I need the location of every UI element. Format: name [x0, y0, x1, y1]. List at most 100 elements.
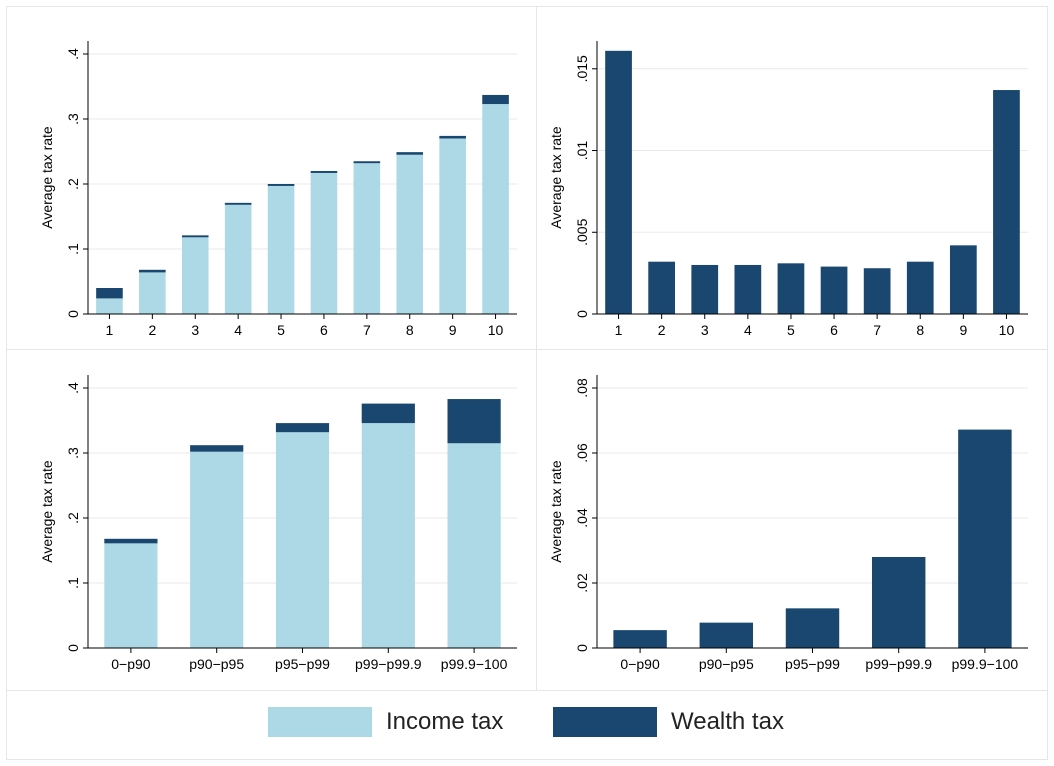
legend-divider: [7, 690, 1047, 691]
x-tick-label: 1: [615, 322, 623, 338]
y-tick-label: .3: [65, 113, 81, 125]
y-tick-label: .4: [65, 48, 81, 60]
x-tick-label: 4: [234, 322, 242, 338]
legend: Income tax Wealth tax: [0, 690, 1054, 752]
y-tick-label: .06: [574, 443, 590, 463]
wealth-tax-bar: [993, 90, 1020, 314]
y-tick-label: 0: [65, 310, 81, 318]
wealth-tax-bar: [949, 245, 977, 314]
wealth-tax-bar: [181, 235, 209, 238]
wealth-tax-bar: [224, 202, 252, 205]
legend-swatch-wealth: [553, 707, 657, 737]
wealth-tax-bar: [361, 403, 415, 424]
wealth-tax-bar: [734, 264, 762, 314]
y-tick-label: .04: [574, 508, 590, 528]
legend-label-wealth: Wealth tax: [671, 708, 784, 735]
x-tick-label: 0−p90: [111, 656, 151, 672]
x-tick-label: p95−p99: [785, 656, 840, 672]
y-tick-label: .1: [65, 577, 81, 589]
x-tick-label: 8: [916, 322, 924, 338]
x-tick-label: 1: [106, 322, 114, 338]
y-tick-label: .02: [574, 573, 590, 593]
horizontal-divider: [7, 349, 1047, 350]
x-tick-label: 2: [148, 322, 156, 338]
wealth-tax-bar: [699, 622, 754, 648]
x-tick-label: 5: [277, 322, 285, 338]
x-tick-label: p90−p95: [699, 656, 754, 672]
wealth-tax-bar: [104, 538, 158, 544]
income-tax-bar: [396, 154, 424, 314]
wealth-tax-bar: [190, 445, 244, 452]
x-tick-label: 6: [320, 322, 328, 338]
y-axis-label: Average tax rate: [548, 126, 564, 229]
x-tick-label: 3: [701, 322, 709, 338]
wealth-tax-bar: [310, 171, 338, 173]
x-tick-label: 7: [363, 322, 371, 338]
wealth-tax-bar: [648, 261, 676, 314]
wealth-tax-bar: [275, 423, 330, 433]
y-tick-label: .08: [574, 378, 590, 398]
y-axis-label: Average tax rate: [548, 460, 564, 563]
income-tax-bar: [96, 298, 123, 314]
x-tick-label: p90−p95: [189, 656, 244, 672]
income-tax-bar: [181, 237, 209, 314]
wealth-tax-bar: [906, 261, 934, 314]
income-tax-bar: [361, 423, 415, 648]
wealth-tax-bar: [439, 135, 466, 139]
wealth-tax-bar: [820, 266, 848, 314]
wealth-tax-bar: [605, 50, 632, 315]
legend-swatch-income: [268, 707, 372, 737]
income-tax-bar: [353, 163, 381, 314]
y-axis-label: Average tax rate: [39, 460, 55, 563]
x-tick-label: p99−p99.9: [865, 656, 932, 672]
y-tick-label: .2: [65, 178, 81, 190]
income-tax-bar: [447, 443, 501, 648]
y-axis-label: Average tax rate: [39, 126, 55, 229]
wealth-tax-bar: [613, 630, 667, 648]
x-tick-label: 9: [959, 322, 967, 338]
wealth-tax-bar: [96, 288, 123, 299]
x-tick-label: 4: [744, 322, 752, 338]
y-tick-label: .005: [574, 218, 590, 245]
wealth-tax-bar: [777, 263, 805, 314]
y-tick-label: 0: [65, 644, 81, 652]
x-tick-label: 9: [449, 322, 457, 338]
income-tax-bar: [275, 432, 330, 648]
wealth-tax-bar: [139, 269, 166, 273]
x-tick-label: 10: [488, 322, 504, 338]
x-tick-label: 5: [787, 322, 795, 338]
income-tax-bar: [439, 138, 466, 314]
figure-frame: [6, 6, 1048, 760]
vertical-divider: [536, 7, 537, 690]
y-tick-label: 0: [574, 644, 590, 652]
y-tick-label: .2: [65, 512, 81, 524]
wealth-tax-bar: [871, 557, 926, 648]
y-tick-label: .1: [65, 243, 81, 255]
wealth-tax-bar: [863, 268, 891, 314]
x-tick-label: 0−p90: [620, 656, 660, 672]
x-tick-label: 8: [406, 322, 414, 338]
income-tax-bar: [482, 104, 509, 314]
y-tick-label: .01: [574, 141, 590, 161]
wealth-tax-bar: [785, 608, 840, 648]
income-tax-bar: [139, 272, 166, 314]
x-tick-label: 7: [873, 322, 881, 338]
wealth-tax-bar: [267, 184, 295, 186]
wealth-tax-bar: [353, 161, 381, 164]
x-tick-label: p99.9−100: [441, 656, 508, 672]
x-tick-label: p99.9−100: [952, 656, 1019, 672]
y-tick-label: .4: [65, 382, 81, 394]
legend-item-income: Income tax: [268, 707, 503, 737]
y-tick-label: 0: [574, 310, 590, 318]
income-tax-bar: [224, 204, 252, 314]
wealth-tax-bar: [958, 429, 1012, 648]
x-tick-label: p99−p99.9: [355, 656, 422, 672]
x-tick-label: 2: [658, 322, 666, 338]
income-tax-bar: [310, 172, 338, 314]
y-tick-label: .015: [574, 55, 590, 82]
wealth-tax-bar: [396, 152, 424, 155]
